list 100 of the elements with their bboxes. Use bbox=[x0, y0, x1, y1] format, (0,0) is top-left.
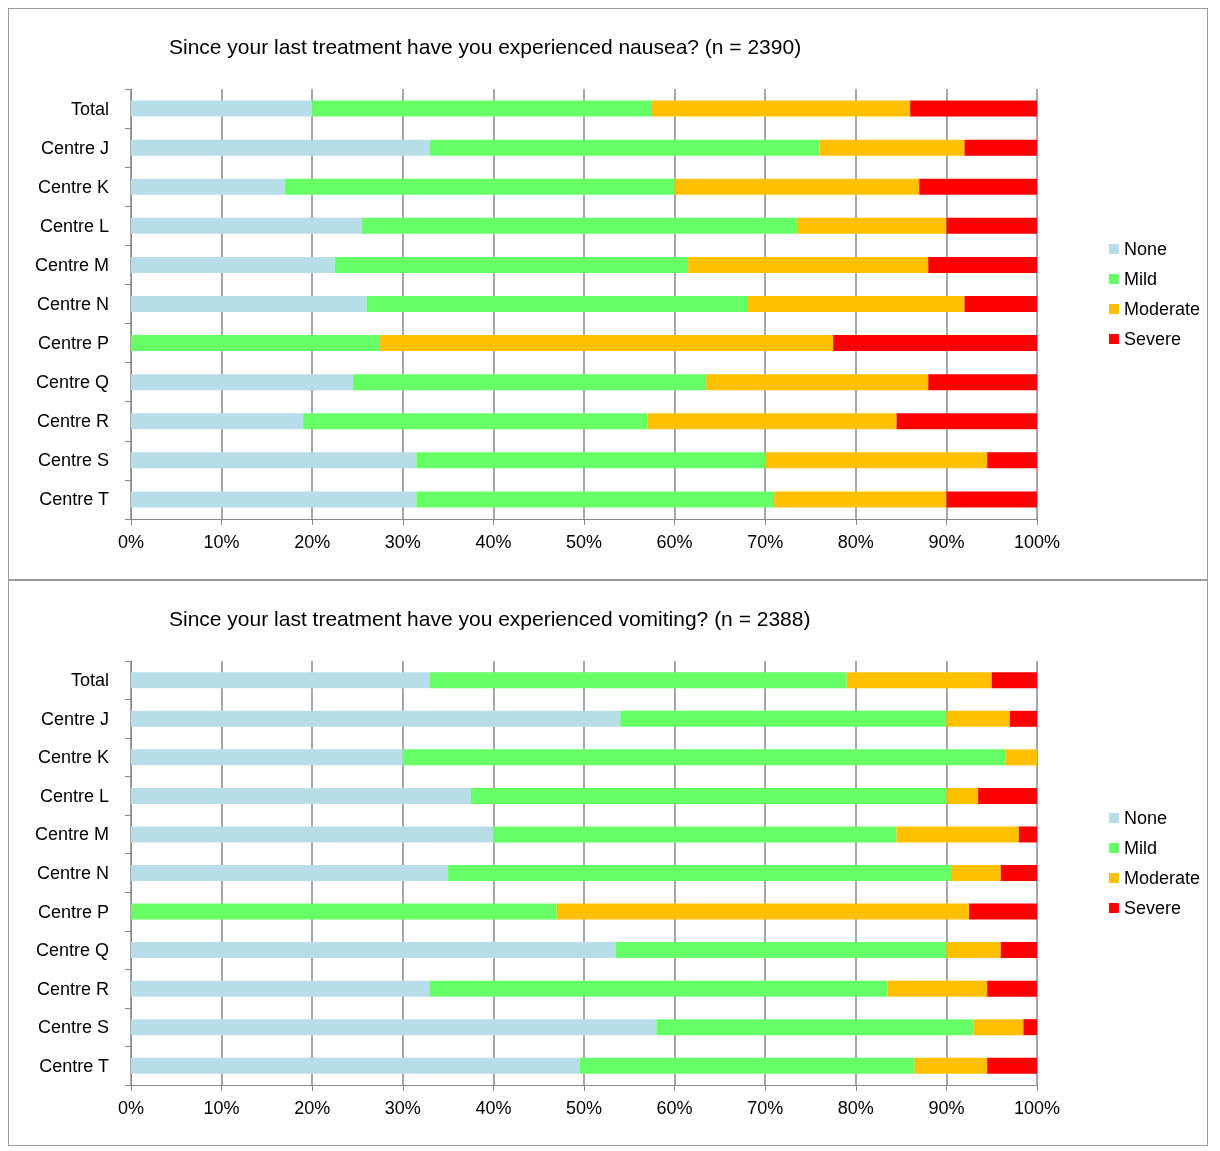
bar bbox=[919, 178, 1037, 195]
bar bbox=[285, 178, 675, 195]
bar bbox=[987, 980, 1037, 997]
bar bbox=[928, 256, 1037, 273]
x-tick-label: 40% bbox=[475, 1098, 512, 1118]
y-tick-label: Total bbox=[70, 98, 109, 119]
bar bbox=[429, 980, 888, 997]
x-tick-label: 100% bbox=[1013, 1098, 1061, 1118]
bar bbox=[416, 452, 766, 469]
bar bbox=[131, 139, 430, 156]
bar bbox=[620, 710, 947, 727]
bar bbox=[987, 1057, 1037, 1074]
legend-label: Moderate bbox=[1123, 868, 1200, 888]
bar bbox=[674, 178, 920, 195]
legend-label: Mild bbox=[1123, 838, 1157, 858]
bar bbox=[651, 100, 911, 117]
x-tick-label: 10% bbox=[203, 1098, 240, 1118]
bar bbox=[334, 256, 689, 273]
bar bbox=[615, 942, 947, 959]
bar bbox=[131, 178, 286, 195]
x-tick-label: 60% bbox=[656, 1098, 693, 1118]
bar bbox=[352, 374, 707, 391]
bar bbox=[833, 335, 1037, 352]
bar bbox=[448, 865, 951, 881]
bar bbox=[946, 710, 1010, 727]
bar bbox=[131, 826, 494, 843]
y-tick-label: Centre K bbox=[37, 747, 109, 768]
bar bbox=[131, 491, 417, 508]
bar bbox=[131, 980, 430, 997]
bar bbox=[131, 942, 616, 959]
bar bbox=[131, 100, 313, 117]
x-tick-label: 50% bbox=[565, 1098, 603, 1118]
y-tick-label: Centre P bbox=[37, 901, 109, 922]
bar bbox=[978, 787, 1037, 804]
y-tick-label: Centre N bbox=[36, 863, 109, 883]
bar bbox=[1000, 942, 1037, 959]
legend-label: Moderate bbox=[1123, 299, 1200, 319]
bar bbox=[366, 296, 748, 312]
bar bbox=[964, 139, 1037, 156]
y-tick-label: Centre R bbox=[36, 978, 109, 999]
bar bbox=[1005, 749, 1037, 766]
bar bbox=[131, 296, 367, 312]
y-tick-label: Centre J bbox=[40, 708, 109, 729]
bar bbox=[887, 980, 988, 997]
x-tick-label: 50% bbox=[565, 532, 603, 552]
chart-title: Since your last treatment have you experienced nausea? (n = 2390) bbox=[169, 35, 802, 58]
bar bbox=[131, 710, 621, 727]
y-tick-label: Centre Q bbox=[35, 940, 109, 961]
x-tick-label: 60% bbox=[656, 532, 693, 552]
bar bbox=[928, 374, 1037, 391]
bar bbox=[303, 413, 648, 430]
y-tick-label: Centre L bbox=[39, 785, 109, 806]
x-tick-label: 100% bbox=[1013, 532, 1061, 552]
x-tick-label: 70% bbox=[747, 1098, 784, 1118]
bar bbox=[946, 787, 979, 804]
bar bbox=[131, 256, 335, 273]
bar bbox=[846, 672, 992, 689]
bar bbox=[774, 491, 947, 508]
bar bbox=[380, 335, 834, 352]
bar bbox=[312, 100, 652, 117]
bar bbox=[470, 787, 947, 804]
x-tick-label: 40% bbox=[475, 532, 512, 552]
y-tick-label: Centre M bbox=[34, 254, 109, 275]
y-tick-label: Centre J bbox=[40, 137, 109, 158]
bar bbox=[973, 1019, 1024, 1036]
x-tick-label: 90% bbox=[928, 1098, 965, 1118]
y-tick-label: Total bbox=[70, 670, 109, 691]
legend-label: Severe bbox=[1123, 329, 1181, 349]
bar bbox=[946, 942, 1001, 959]
bar bbox=[131, 787, 471, 804]
y-tick-label: Centre P bbox=[37, 333, 109, 354]
bar bbox=[946, 491, 1037, 508]
bar bbox=[579, 1057, 915, 1074]
chart-title: Since your last treatment have you experienced vomiting? (n = 2388) bbox=[169, 607, 811, 630]
bar bbox=[493, 826, 897, 843]
y-tick-label: Centre K bbox=[37, 176, 109, 197]
bar bbox=[429, 139, 820, 156]
y-tick-label: Centre T bbox=[39, 1055, 109, 1076]
y-tick-label: Centre M bbox=[34, 824, 109, 845]
bar bbox=[950, 865, 1001, 881]
x-tick-label: 30% bbox=[384, 532, 421, 552]
bar bbox=[131, 672, 430, 689]
bar bbox=[131, 749, 403, 766]
bar bbox=[964, 296, 1037, 312]
bar bbox=[946, 217, 1037, 234]
bar bbox=[416, 491, 775, 508]
bar bbox=[747, 296, 965, 312]
bar bbox=[819, 139, 965, 156]
bar bbox=[131, 1057, 580, 1074]
bar bbox=[131, 1019, 657, 1036]
y-tick-label: Centre R bbox=[36, 411, 109, 432]
bar bbox=[1018, 826, 1037, 843]
x-tick-label: 20% bbox=[294, 532, 331, 552]
legend-label: None bbox=[1123, 808, 1167, 828]
bar bbox=[969, 903, 1037, 920]
y-tick-label: Centre Q bbox=[35, 372, 109, 393]
x-tick-label: 0% bbox=[117, 1098, 145, 1118]
bar bbox=[991, 672, 1037, 689]
x-tick-label: 0% bbox=[117, 532, 145, 552]
x-tick-label: 30% bbox=[384, 1098, 421, 1118]
